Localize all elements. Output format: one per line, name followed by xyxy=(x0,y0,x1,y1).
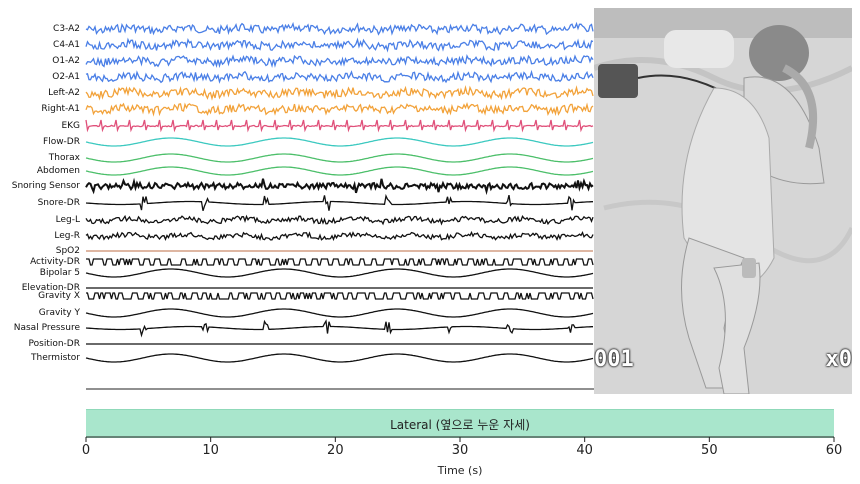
channel-label: Snore-DR xyxy=(37,198,80,208)
channel-label: Gravity X xyxy=(38,291,80,301)
video-counter-right: x0 xyxy=(825,347,853,372)
channel-label: Bipolar 5 xyxy=(39,268,80,278)
video-image xyxy=(594,8,852,394)
channel-label: O1-A2 xyxy=(52,56,80,66)
time-tick-label: 20 xyxy=(327,443,344,458)
channel-label: Flow-DR xyxy=(43,137,80,147)
channel-label: Activity-DR xyxy=(30,257,80,267)
signal-trace-snoring-sensor xyxy=(85,177,594,196)
time-tick-label: 0 xyxy=(81,443,91,458)
channel-label: C3-A2 xyxy=(53,24,80,34)
channel-label: Left-A2 xyxy=(48,88,80,98)
signal-trace-gravity-y xyxy=(85,308,594,318)
signal-trace-c4-a1 xyxy=(85,37,594,53)
signal-trace-leg-l xyxy=(85,214,594,226)
channel-label: Thermistor xyxy=(31,353,80,363)
channel-label: C4-A1 xyxy=(53,40,80,50)
signal-trace-leg-r xyxy=(85,230,594,242)
patient-video-frame[interactable]: 001 x0 xyxy=(594,8,852,394)
signal-trace-thermistor xyxy=(85,353,594,363)
signal-traces xyxy=(85,21,594,390)
signal-trace-thorax xyxy=(85,153,594,163)
position-bar[interactable]: Lateral (옆으로 누운 자세) xyxy=(86,409,834,438)
signal-trace-o2-a1 xyxy=(85,69,594,84)
channel-label: Leg-R xyxy=(54,231,80,241)
channel-label: Leg-L xyxy=(55,215,80,225)
time-tick-label: 40 xyxy=(576,443,593,458)
channel-label: O2-A1 xyxy=(52,72,80,82)
signal-trace-activity-dr xyxy=(86,258,594,266)
channel-label: Snoring Sensor xyxy=(11,181,80,191)
signal-trace-flow-dr xyxy=(85,137,594,147)
time-tick-label: 30 xyxy=(451,443,469,458)
signal-trace-abdomen xyxy=(85,166,594,176)
channel-label: EKG xyxy=(61,121,80,131)
signal-trace-left-a2 xyxy=(85,85,594,101)
channel-label: Nasal Pressure xyxy=(13,323,80,333)
time-tick-label: 50 xyxy=(701,443,718,458)
video-counter-left: 001 xyxy=(594,347,634,372)
time-tick-label: 60 xyxy=(825,443,843,458)
time-tick-label: 10 xyxy=(202,443,219,458)
signal-trace-gravity-x xyxy=(86,292,594,300)
channel-label: Right-A1 xyxy=(41,104,80,114)
channel-label: Gravity Y xyxy=(38,308,80,318)
signal-trace-right-a1 xyxy=(85,101,594,117)
signal-trace-bipolar-5 xyxy=(85,268,594,278)
channel-label: Thorax xyxy=(48,153,80,163)
signal-trace-ekg xyxy=(85,119,594,133)
signal-trace-c3-a2 xyxy=(85,21,594,36)
signal-trace-nasal-pressure xyxy=(85,319,593,338)
signal-trace-snore-dr xyxy=(85,193,593,211)
signal-trace-o1-a2 xyxy=(85,53,594,69)
time-axis-label: Time (s) xyxy=(437,464,483,477)
channel-label: SpO2 xyxy=(55,246,80,256)
channel-label: Elevation-DR xyxy=(21,283,80,293)
position-label: Lateral (옆으로 누운 자세) xyxy=(390,417,530,432)
channel-label: Abdomen xyxy=(36,166,80,176)
channel-label: Position-DR xyxy=(28,339,80,349)
time-axis xyxy=(85,436,835,442)
